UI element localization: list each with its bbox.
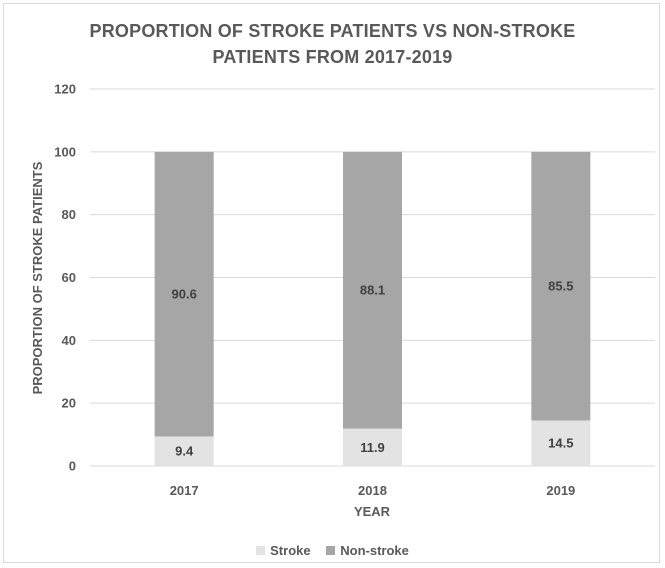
y-tick-label-60: 60 [62,270,76,285]
data-label-stroke-2019: 14.5 [548,436,573,451]
data-label-non-stroke-2017: 90.6 [172,287,197,302]
y-tick-label-40: 40 [62,333,76,348]
legend-label-non-stroke: Non-stroke [340,543,409,558]
data-label-non-stroke-2018: 88.1 [360,283,385,298]
data-label-non-stroke-2019: 85.5 [548,279,573,294]
data-label-stroke-2017: 9.4 [175,444,194,459]
bar-stroke-2018 [343,428,402,466]
bar-non-stroke-2019 [531,151,591,421]
bars [154,151,591,466]
x-tick-labels: 2017 2018 2019 [170,483,576,498]
legend: Stroke Non-stroke [0,543,665,558]
x-tick-label-2019: 2019 [546,483,575,498]
x-tick-label-2018: 2018 [358,483,387,498]
chart-title-line-2: PATIENTS FROM 2017-2019 [212,47,453,67]
bar-stroke-2017 [154,436,214,466]
y-tick-label-120: 120 [54,82,76,97]
legend-label-stroke: Stroke [270,543,311,558]
legend-swatch-non-stroke [326,546,336,555]
y-tick-label-80: 80 [62,207,76,222]
y-tick-label-0: 0 [69,459,76,474]
x-axis-title: YEAR [354,504,391,519]
chart-title-line-1: PROPORTION OF STROKE PATIENTS VS NON-STR… [89,21,576,41]
y-tick-label-100: 100 [54,144,76,159]
data-labels: 9.4 90.6 11.9 88.1 14.5 85.5 [172,279,574,459]
data-label-stroke-2018: 11.9 [360,440,385,455]
legend-swatch-stroke [256,546,266,555]
bar-stroke-2019 [531,420,591,466]
y-tick-label-20: 20 [62,396,76,411]
y-tick-labels: 0 20 40 60 80 100 120 [54,82,76,474]
legend-item-non-stroke: Non-stroke [326,543,409,558]
legend-item-stroke: Stroke [256,543,311,558]
bar-non-stroke-2018 [343,151,402,429]
chart-title: PROPORTION OF STROKE PATIENTS VS NON-STR… [0,18,665,70]
bar-non-stroke-2017 [154,151,214,437]
y-axis-title: PROPORTION OF STROKE PATIENTS [30,161,45,394]
x-tick-label-2017: 2017 [170,483,199,498]
